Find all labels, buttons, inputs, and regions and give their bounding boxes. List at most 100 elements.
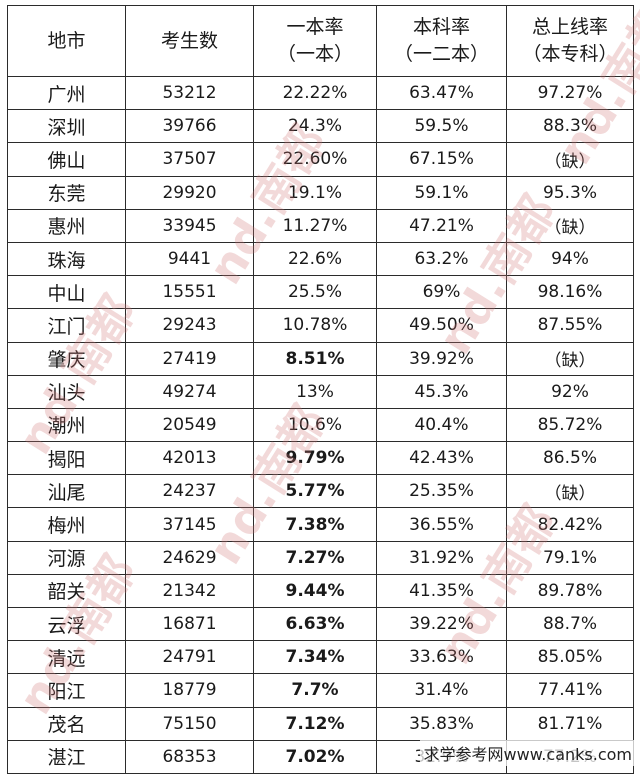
table-row: 韶关 21342 9.44% 41.35% 89.78%	[7, 573, 634, 609]
site-watermark: 求学参考网www.canks.com	[419, 740, 636, 766]
cell-bachelor-rate: 35.83%	[376, 706, 507, 741]
header-label: 总上线率	[531, 16, 608, 38]
cell-tier1-rate: 10.78%	[253, 308, 377, 343]
cell-city: 汕尾	[7, 474, 126, 509]
cell-city: 汕头	[7, 374, 126, 409]
cell-tier1-rate: 7.38%	[253, 507, 377, 542]
cell-city: 清远	[7, 640, 126, 675]
cell-total-rate: 95.3%	[506, 175, 634, 210]
cell-tier1-rate: 22.22%	[253, 75, 377, 111]
table-row: 潮州 20549 10.6% 40.4% 85.72%	[7, 407, 634, 443]
cell-count: 37145	[125, 507, 254, 542]
cell-tier1-rate: 9.79%	[253, 441, 377, 476]
cell-bachelor-rate: 42.43%	[376, 441, 507, 476]
table-row: 汕头 49274 13% 45.3% 92%	[7, 374, 634, 409]
cell-city: 茂名	[7, 706, 126, 741]
table-row: 东莞 29920 19.1% 59.1% 95.3%	[7, 175, 634, 210]
cell-city: 广州	[7, 75, 126, 111]
cell-total-rate: 85.72%	[506, 407, 634, 443]
cell-total-rate: 94%	[506, 241, 634, 277]
cell-city: 河源	[7, 540, 126, 575]
header-total-rate: 总上线率 （本专科）	[506, 5, 634, 77]
cell-tier1-rate: 22.6%	[253, 241, 377, 277]
cell-tier1-rate: 22.60%	[253, 142, 377, 177]
cell-count: 20549	[125, 407, 254, 443]
header-label: 考生数	[160, 29, 218, 52]
cell-total-rate: 85.05%	[506, 640, 634, 675]
results-table: 地市 考生数 一本率 （一本） 本科率 （一二本） 总上线率 （本专科） 广州 53212 22.…	[7, 5, 634, 774]
cell-total-rate: 77.41%	[506, 673, 634, 708]
cell-count: 42013	[125, 441, 254, 476]
cell-bachelor-rate: 41.35%	[376, 573, 507, 609]
cell-total-rate: 97.27%	[506, 75, 634, 111]
cell-count: 15551	[125, 275, 254, 310]
cell-tier1-rate: 7.27%	[253, 540, 377, 575]
cell-bachelor-rate: 47.21%	[376, 208, 507, 243]
cell-count: 18779	[125, 673, 254, 708]
cell-count: 24791	[125, 640, 254, 675]
cell-bachelor-rate: 25.35%	[376, 474, 507, 509]
table-row: 惠州 33945 11.27% 47.21% （缺）	[7, 208, 634, 243]
cell-total-rate: （缺）	[506, 474, 634, 509]
table-row: 江门 29243 10.78% 49.50% 87.55%	[7, 308, 634, 343]
cell-count: 29920	[125, 175, 254, 210]
cell-bachelor-rate: 36.55%	[376, 507, 507, 542]
table-row: 云浮 16871 6.63% 39.22% 88.7%	[7, 606, 634, 642]
cell-bachelor-rate: 63.47%	[376, 75, 507, 111]
cell-total-rate: （缺）	[506, 341, 634, 376]
cell-bachelor-rate: 39.22%	[376, 606, 507, 642]
cell-tier1-rate: 25.5%	[253, 275, 377, 310]
results-table-container: 地市 考生数 一本率 （一本） 本科率 （一二本） 总上线率 （本专科） 广州 53212 22.…	[7, 5, 634, 774]
cell-count: 33945	[125, 208, 254, 243]
cell-total-rate: 86.5%	[506, 441, 634, 476]
header-city: 地市	[7, 5, 126, 77]
cell-tier1-rate: 6.63%	[253, 606, 377, 642]
header-sublabel: （一本）	[276, 43, 353, 65]
cell-tier1-rate: 5.77%	[253, 474, 377, 509]
cell-city: 中山	[7, 275, 126, 310]
cell-city: 东莞	[7, 175, 126, 210]
cell-tier1-rate: 7.7%	[253, 673, 377, 708]
cell-city: 潮州	[7, 407, 126, 443]
cell-total-rate: 92%	[506, 374, 634, 409]
cell-city: 揭阳	[7, 441, 126, 476]
cell-tier1-rate: 10.6%	[253, 407, 377, 443]
cell-bachelor-rate: 31.92%	[376, 540, 507, 575]
cell-city: 珠海	[7, 241, 126, 277]
header-label: 地市	[47, 29, 86, 52]
cell-total-rate: 88.7%	[506, 606, 634, 642]
cell-count: 21342	[125, 573, 254, 609]
cell-city: 韶关	[7, 573, 126, 609]
cell-total-rate: 87.55%	[506, 308, 634, 343]
cell-count: 75150	[125, 706, 254, 741]
header-label: 本科率	[412, 16, 470, 38]
table-row: 汕尾 24237 5.77% 25.35% （缺）	[7, 474, 634, 509]
cell-count: 27419	[125, 341, 254, 376]
table-header: 地市 考生数 一本率 （一本） 本科率 （一二本） 总上线率 （本专科）	[7, 5, 634, 77]
table-row: 河源 24629 7.27% 31.92% 79.1%	[7, 540, 634, 575]
cell-tier1-rate: 8.51%	[253, 341, 377, 376]
table-row: 佛山 37507 22.60% 67.15% （缺）	[7, 142, 634, 177]
cell-tier1-rate: 7.12%	[253, 706, 377, 741]
cell-tier1-rate: 7.34%	[253, 640, 377, 675]
cell-city: 梅州	[7, 507, 126, 542]
cell-count: 24237	[125, 474, 254, 509]
cell-bachelor-rate: 45.3%	[376, 374, 507, 409]
cell-count: 37507	[125, 142, 254, 177]
cell-city: 佛山	[7, 142, 126, 177]
cell-bachelor-rate: 59.1%	[376, 175, 507, 210]
cell-city: 阳江	[7, 673, 126, 708]
cell-city: 深圳	[7, 109, 126, 144]
cell-bachelor-rate: 33.63%	[376, 640, 507, 675]
cell-bachelor-rate: 39.92%	[376, 341, 507, 376]
table-row: 茂名 75150 7.12% 35.83% 81.71%	[7, 706, 634, 741]
cell-total-rate: （缺）	[506, 142, 634, 177]
cell-total-rate: （缺）	[506, 208, 634, 243]
cell-total-rate: 82.42%	[506, 507, 634, 542]
cell-count: 9441	[125, 241, 254, 277]
header-row: 地市 考生数 一本率 （一本） 本科率 （一二本） 总上线率 （本专科）	[7, 5, 634, 77]
cell-total-rate: 89.78%	[506, 573, 634, 609]
header-bachelor-rate: 本科率 （一二本）	[376, 5, 507, 77]
cell-count: 29243	[125, 308, 254, 343]
cell-tier1-rate: 9.44%	[253, 573, 377, 609]
